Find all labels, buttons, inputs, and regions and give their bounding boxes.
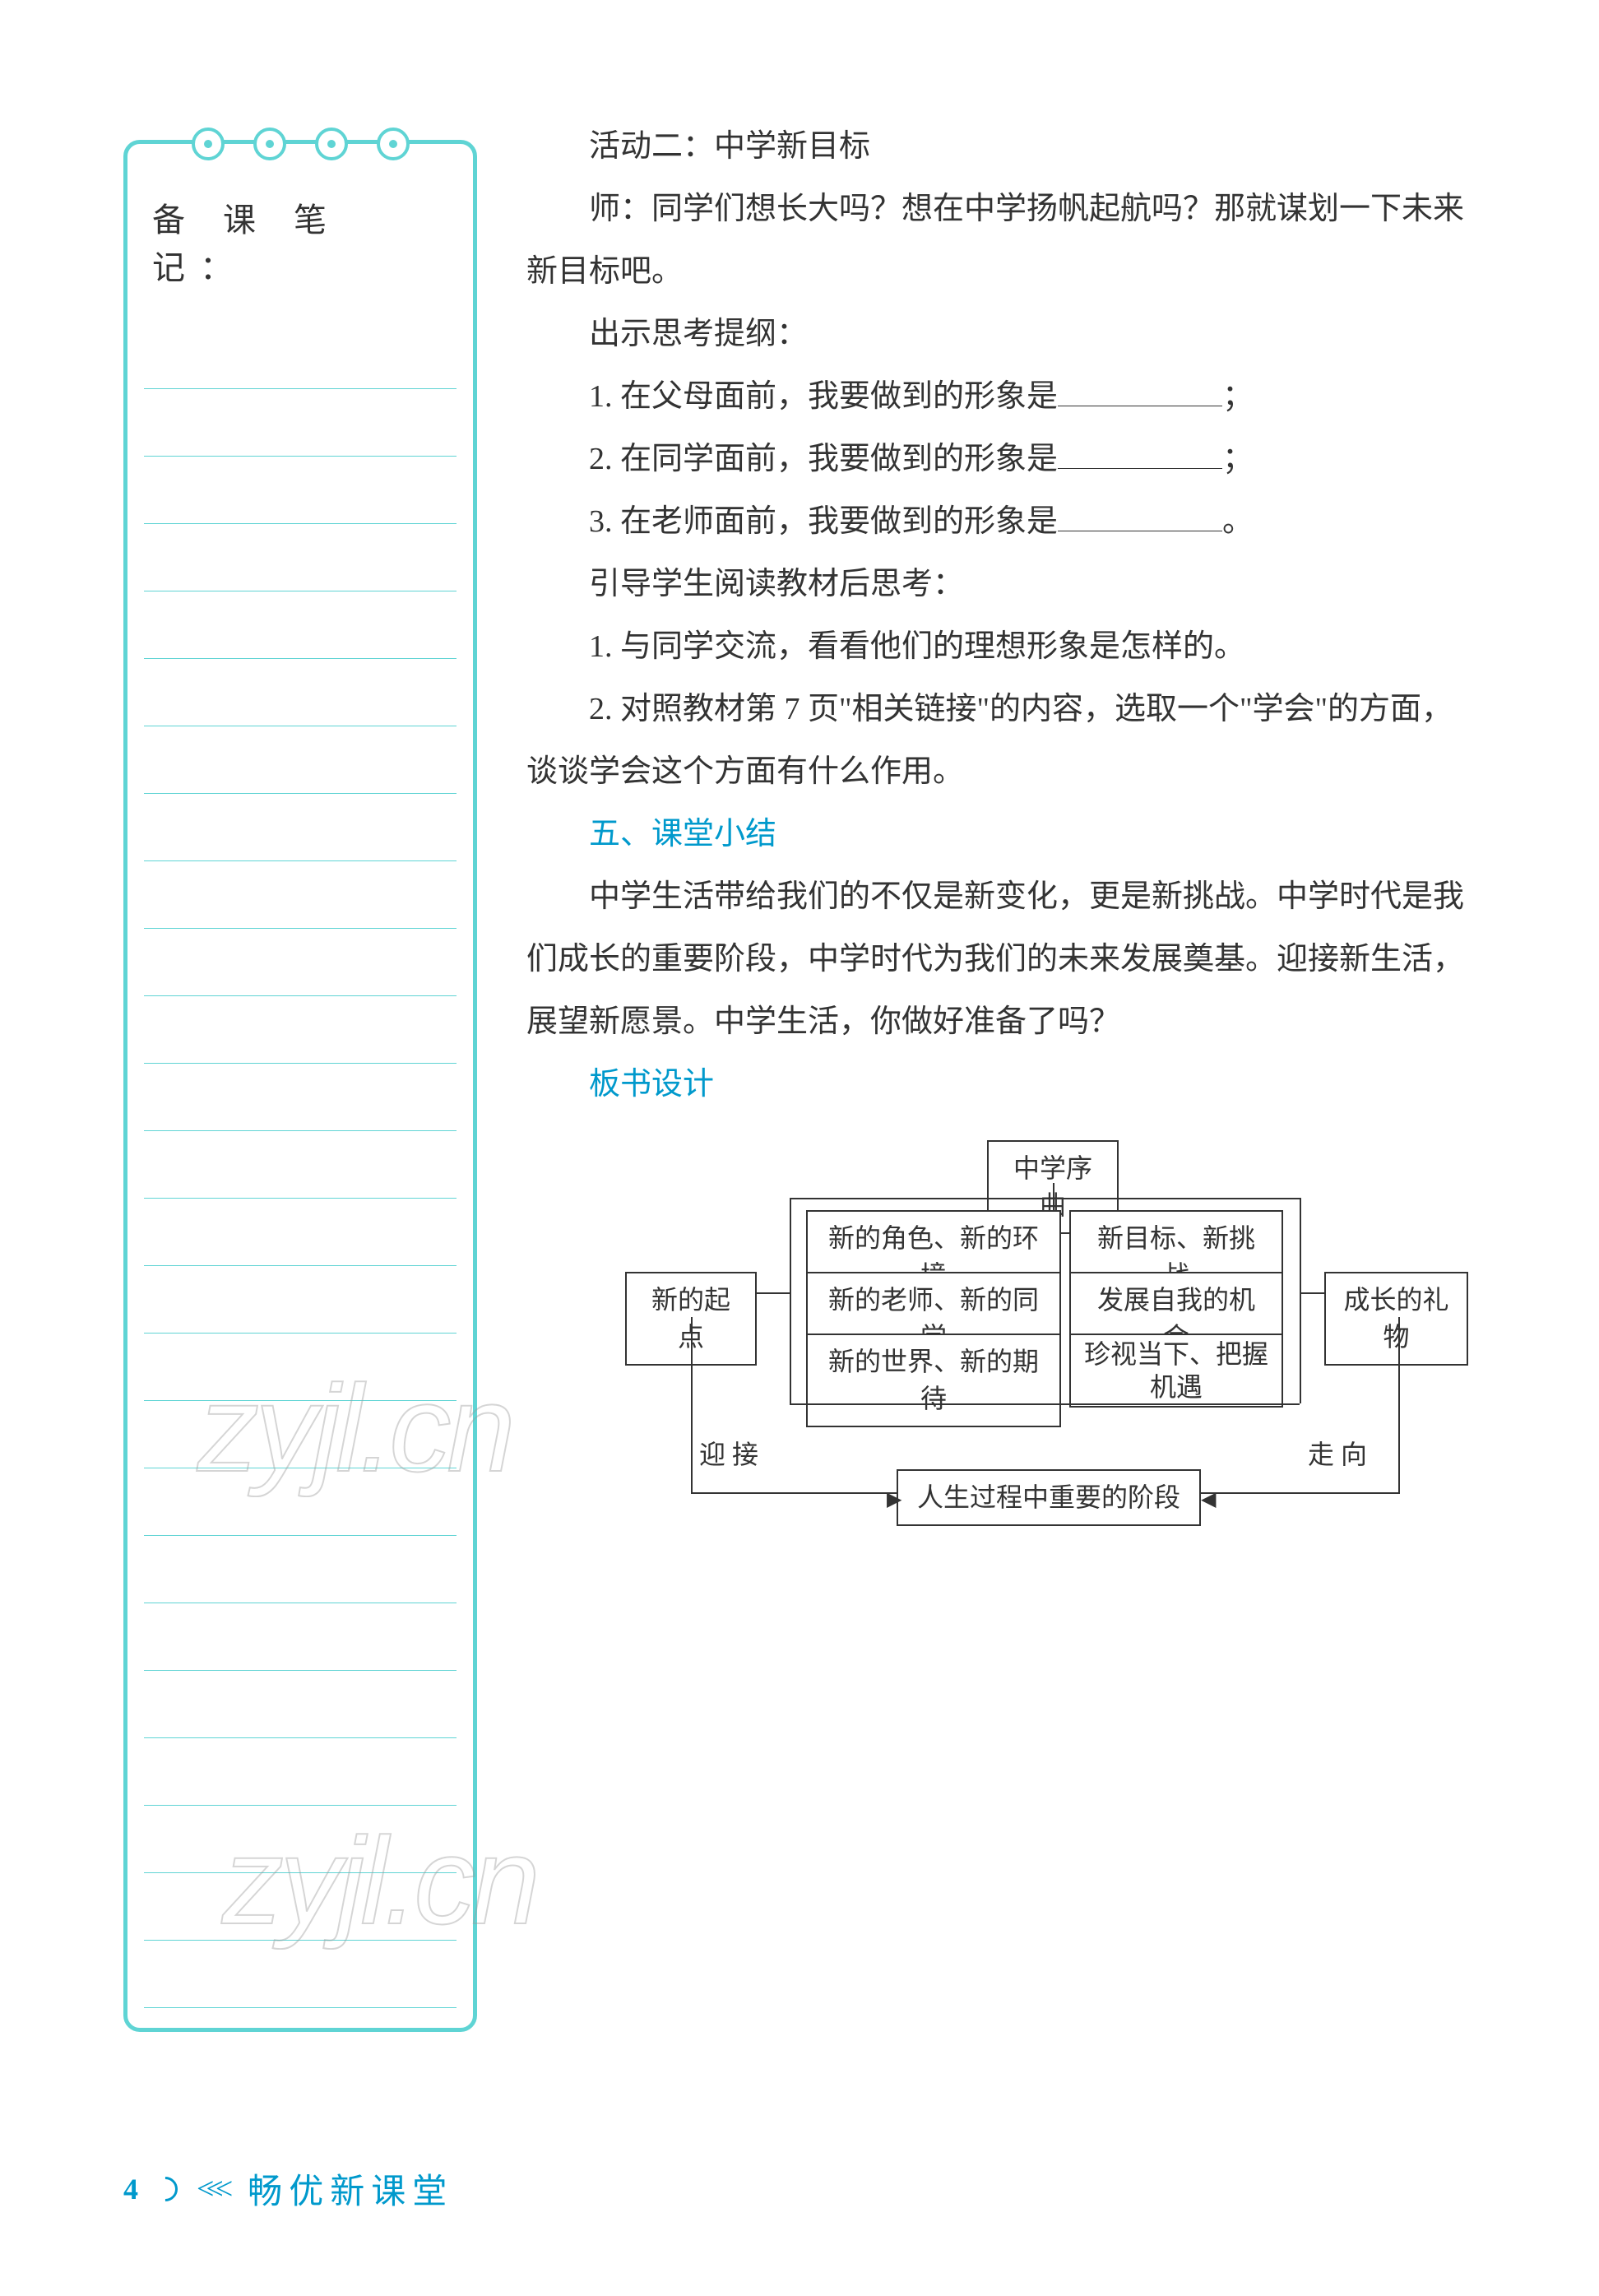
outline-item-1: 1. 在父母面前，我要做到的形象是 ； xyxy=(526,365,1481,428)
notebook-line xyxy=(144,1401,457,1468)
footer-text: 畅优新课堂 xyxy=(248,2164,453,2214)
teacher-line: 师：同学们想长大吗？想在中学扬帆起航吗？那就谋划一下未来新目标吧。 xyxy=(526,178,1481,303)
diagram-label-right: 走 向 xyxy=(1308,1428,1367,1481)
spiral-ring-icon xyxy=(253,128,286,160)
outline-3-prefix: 3. 在老师面前，我要做到的形象是 xyxy=(589,504,1058,539)
diagram-col2-row3: 珍视当下、把握机遇 xyxy=(1069,1334,1283,1408)
outline-2-suffix: ； xyxy=(1222,442,1254,476)
notebook-line xyxy=(144,1468,457,1536)
activity-title: 活动二：中学新目标 xyxy=(526,115,1481,178)
diagram-connector xyxy=(691,1492,897,1494)
notebook-line xyxy=(144,1064,457,1131)
notebook-line xyxy=(144,1941,457,2008)
summary-paragraph: 中学生活带给我们的不仅是新变化，更是新挑战。中学时代是我们成长的重要阶段，中学时… xyxy=(526,865,1481,1053)
diagram-col1-row3: 新的世界、新的期待 xyxy=(806,1334,1061,1427)
notebook-line xyxy=(144,726,457,794)
notebook-line xyxy=(144,457,457,524)
spiral-ring-icon xyxy=(315,128,348,160)
diagram-right-box: 成长的礼物 xyxy=(1324,1272,1468,1366)
diagram-connector xyxy=(757,1292,790,1294)
notebook-line xyxy=(144,996,457,1064)
outline-item-3: 3. 在老师面前，我要做到的形象是 。 xyxy=(526,490,1481,553)
notebook-line xyxy=(144,322,457,389)
arrow-right-icon: ▶ xyxy=(887,1480,901,1519)
outline-item-2: 2. 在同学面前，我要做到的形象是 ； xyxy=(526,428,1481,490)
think-2: 2. 对照教材第 7 页"相关链接"的内容，选取一个"学会"的方面，谈谈学会这个… xyxy=(526,678,1481,803)
outline-3-suffix: 。 xyxy=(1222,504,1254,539)
notebook-sidebar: 备 课 笔 记： xyxy=(123,140,477,2032)
notebook-lines xyxy=(144,322,457,2041)
diagram-connector xyxy=(1201,1492,1400,1494)
notebook-line xyxy=(144,794,457,861)
notebook-line xyxy=(144,1806,457,1873)
notebook-line xyxy=(144,1738,457,1806)
diagram-connector xyxy=(691,1317,693,1494)
diagram-bottom-box: 人生过程中重要的阶段 xyxy=(897,1469,1201,1526)
chevrons-icon: <<< xyxy=(197,2171,225,2207)
diagram-connector xyxy=(790,1403,1300,1405)
notebook-line xyxy=(144,1671,457,1738)
page-number: 4 xyxy=(123,2172,138,2206)
notebook-line xyxy=(144,1603,457,1671)
diagram-label-left: 迎 接 xyxy=(699,1428,758,1481)
blank-line xyxy=(1058,431,1222,469)
diagram-connector xyxy=(1053,1183,1054,1210)
notebook-line xyxy=(144,861,457,929)
notebook-line xyxy=(144,1199,457,1266)
page-root: 备 课 笔 记： xyxy=(0,0,1599,2296)
think-1: 1. 与同学交流，看看他们的理想形象是怎样的。 xyxy=(526,615,1481,678)
guide-line: 引导学生阅读教材后思考： xyxy=(526,553,1481,615)
notebook-line xyxy=(144,591,457,659)
spiral-binding xyxy=(127,128,473,160)
outline-1-suffix: ； xyxy=(1222,379,1254,414)
diagram-connector xyxy=(1398,1317,1400,1494)
notebook-line xyxy=(144,1131,457,1199)
board-diagram: 中学序曲 新的角色、新的环境 新的老师、新的同学 新的世界、新的期待 新目标、新… xyxy=(625,1140,1448,1552)
page-number-arc-icon xyxy=(148,2171,183,2206)
notebook-line xyxy=(144,1536,457,1603)
main-content: 活动二：中学新目标 师：同学们想长大吗？想在中学扬帆起航吗？那就谋划一下未来新目… xyxy=(526,115,1481,1552)
diagram-connector xyxy=(1300,1292,1324,1294)
outline-1-prefix: 1. 在父母面前，我要做到的形象是 xyxy=(589,379,1058,414)
notebook-line xyxy=(144,1334,457,1401)
board-design-heading: 板书设计 xyxy=(526,1053,1481,1116)
spiral-ring-icon xyxy=(192,128,225,160)
blank-line xyxy=(1058,369,1222,406)
notebook-title: 备 课 笔 记： xyxy=(144,193,457,289)
notebook-line xyxy=(144,1266,457,1334)
notebook-line xyxy=(144,389,457,457)
notebook-line xyxy=(144,1873,457,1941)
page-footer: 4 <<< 畅优新课堂 xyxy=(123,2164,453,2214)
outline-intro: 出示思考提纲： xyxy=(526,303,1481,365)
notebook-line xyxy=(144,659,457,726)
notebook-line xyxy=(144,929,457,996)
blank-line xyxy=(1058,494,1222,531)
spiral-ring-icon xyxy=(377,128,410,160)
section-5-heading: 五、课堂小结 xyxy=(526,803,1481,865)
diagram-connector xyxy=(790,1198,791,1403)
notebook-line xyxy=(144,524,457,591)
diagram-connector xyxy=(790,1198,1300,1199)
arrow-left-icon: ◀ xyxy=(1201,1480,1216,1519)
diagram-connector xyxy=(1300,1198,1301,1403)
outline-2-prefix: 2. 在同学面前，我要做到的形象是 xyxy=(589,442,1058,476)
